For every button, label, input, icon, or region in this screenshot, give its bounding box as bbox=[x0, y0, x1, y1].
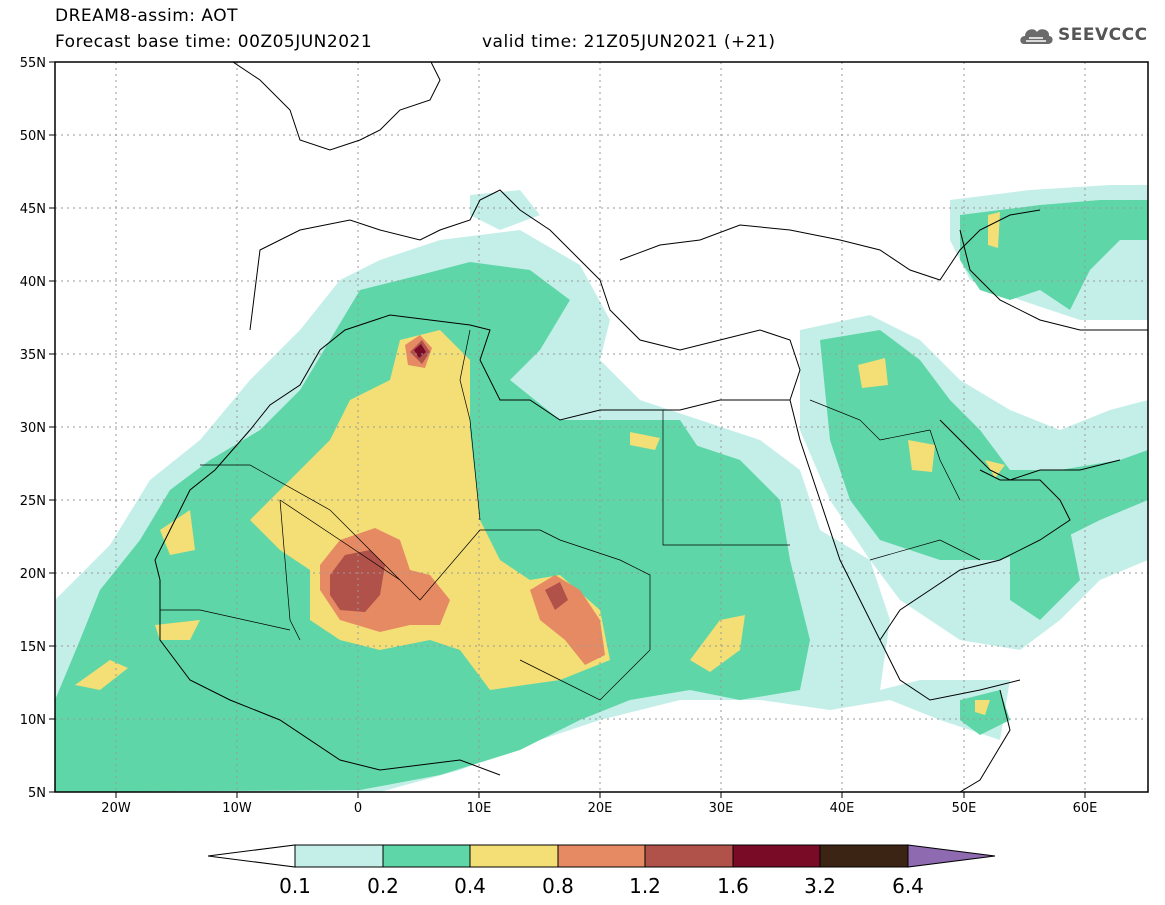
colorbar-swatch-2 bbox=[469, 844, 559, 868]
cloud-logo-icon bbox=[1020, 29, 1053, 44]
lat-label-5n: 5N bbox=[28, 786, 46, 801]
lon-labels: 20W 10W 0 10E 20E 30E 40E 50E 60E bbox=[101, 801, 1097, 816]
lon-label-60e: 60E bbox=[1073, 801, 1098, 816]
lat-label-50n: 50N bbox=[20, 129, 46, 144]
lon-label-40e: 40E bbox=[830, 801, 855, 816]
lat-label-25n: 25N bbox=[20, 494, 46, 509]
colorbar-label-7: 6.4 bbox=[892, 874, 924, 898]
lon-label-0: 0 bbox=[354, 801, 362, 816]
colorbar-swatch-0 bbox=[294, 844, 384, 868]
colorbar: 0.1 0.2 0.4 0.8 1.2 1.6 3.2 6.4 bbox=[207, 844, 996, 898]
aot-field bbox=[55, 185, 1148, 792]
colorbar-swatch-3 bbox=[557, 844, 646, 868]
lat-label-15n: 15N bbox=[20, 640, 46, 655]
lon-label-20w: 20W bbox=[101, 801, 131, 816]
lat-label-45n: 45N bbox=[20, 202, 46, 217]
valid-time: valid time: 21Z05JUN2021 (+21) bbox=[482, 32, 776, 52]
lat-label-35n: 35N bbox=[20, 348, 46, 363]
colorbar-label-3: 0.8 bbox=[542, 874, 574, 898]
colorbar-label-5: 1.6 bbox=[717, 874, 749, 898]
lon-label-10e: 10E bbox=[467, 801, 492, 816]
gridlines bbox=[55, 62, 1148, 792]
tick-marks bbox=[49, 61, 1086, 798]
colorbar-label-1: 0.2 bbox=[367, 874, 399, 898]
lat-labels: 5N 10N 15N 20N 25N 30N 35N 40N 45N 50N 5… bbox=[20, 56, 46, 801]
logo-text: SEEVCCC bbox=[1058, 25, 1148, 45]
lon-label-30e: 30E bbox=[709, 801, 734, 816]
lon-label-20e: 20E bbox=[588, 801, 613, 816]
colorbar-swatch-6 bbox=[819, 844, 909, 868]
lat-label-55n: 55N bbox=[20, 56, 46, 71]
coastlines bbox=[154, 62, 1148, 792]
colorbar-arrow-left bbox=[207, 844, 296, 868]
colorbar-swatch-1 bbox=[382, 844, 471, 868]
forecast-base-time: Forecast base time: 00Z05JUN2021 bbox=[55, 32, 373, 52]
colorbar-label-0: 0.1 bbox=[279, 874, 311, 898]
lat-label-30n: 30N bbox=[20, 421, 46, 436]
colorbar-arrow-right bbox=[907, 844, 996, 868]
lat-label-10n: 10N bbox=[20, 713, 46, 728]
seevccc-logo: SEEVCCC bbox=[1018, 22, 1148, 48]
borders bbox=[160, 329, 981, 701]
lat-label-20n: 20N bbox=[20, 567, 46, 582]
colorbar-swatch-5 bbox=[732, 844, 821, 868]
colorbar-label-2: 0.4 bbox=[454, 874, 486, 898]
lon-label-10w: 10W bbox=[222, 801, 252, 816]
map-title: DREAM8-assim: AOT bbox=[55, 6, 239, 26]
colorbar-swatch-4 bbox=[644, 844, 734, 868]
colorbar-label-6: 3.2 bbox=[804, 874, 836, 898]
colorbar-label-4: 1.2 bbox=[629, 874, 661, 898]
lat-label-40n: 40N bbox=[20, 275, 46, 290]
lon-label-50e: 50E bbox=[952, 801, 977, 816]
